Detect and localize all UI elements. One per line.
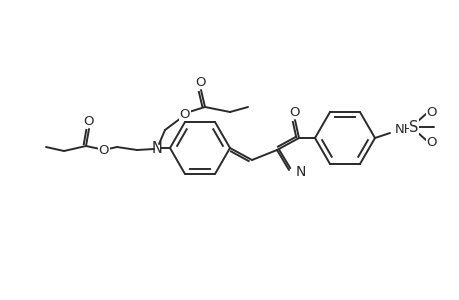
Text: O: O — [426, 136, 437, 148]
Text: O: O — [426, 106, 437, 118]
Text: O: O — [99, 143, 109, 157]
Text: S: S — [409, 119, 418, 134]
Text: NH: NH — [394, 122, 414, 136]
Text: O: O — [289, 106, 300, 118]
Text: O: O — [179, 107, 190, 121]
Text: O: O — [84, 115, 94, 128]
Text: O: O — [196, 76, 206, 88]
Text: N: N — [295, 165, 306, 179]
Text: N: N — [151, 140, 162, 155]
